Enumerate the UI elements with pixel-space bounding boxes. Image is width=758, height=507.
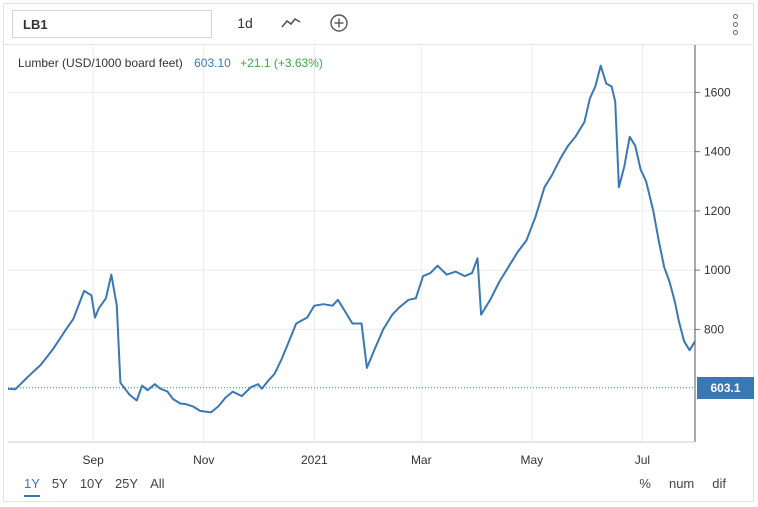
mode-selector: % num dif [621, 476, 726, 491]
mode-button-percent[interactable]: % [639, 476, 651, 491]
symbol-input[interactable]: LB1 [12, 10, 212, 38]
chart-toolbar: LB1 1d [4, 4, 753, 45]
y-tick-label: 1600 [704, 85, 731, 99]
chart-legend: Lumber (USD/1000 board feet) 603.10 +21.… [18, 56, 323, 70]
y-tick-label: 1000 [704, 263, 731, 277]
series-line-lumber [7, 64, 696, 414]
mode-button-num[interactable]: num [668, 476, 695, 491]
interval-selector[interactable]: 1d [237, 15, 253, 31]
range-button-all[interactable]: All [150, 476, 165, 491]
range-button-10y[interactable]: 10Y [79, 476, 103, 491]
x-tick-label: May [521, 453, 544, 467]
x-tick-label: Mar [411, 453, 432, 467]
y-tick-label: 800 [704, 322, 724, 336]
x-tick-label: Sep [83, 453, 105, 467]
range-button-5y[interactable]: 5Y [51, 476, 68, 491]
mode-button-dif[interactable]: dif [712, 476, 726, 491]
x-tick-label: Nov [193, 453, 214, 467]
chart-widget: LB1 1d [3, 3, 754, 502]
last-price: 603.10 [194, 56, 231, 70]
plus-circle-icon[interactable] [324, 12, 354, 34]
y-tick-label: 1200 [704, 204, 731, 218]
kebab-menu-icon[interactable] [731, 14, 739, 35]
x-tick-label: Jul [635, 453, 650, 467]
instrument-name: Lumber (USD/1000 board feet) [18, 56, 183, 70]
line-chart-icon[interactable] [276, 12, 306, 34]
range-selector: 1Y 5Y 10Y 25Y All [24, 476, 177, 497]
y-tick-label: 1400 [704, 145, 731, 159]
last-price-tag: 603.1 [697, 376, 754, 399]
price-change: +21.1 (+3.63%) [240, 56, 323, 70]
x-tick-label: 2021 [301, 453, 328, 467]
range-button-1y[interactable]: 1Y [24, 476, 40, 497]
range-button-25y[interactable]: 25Y [114, 476, 139, 491]
